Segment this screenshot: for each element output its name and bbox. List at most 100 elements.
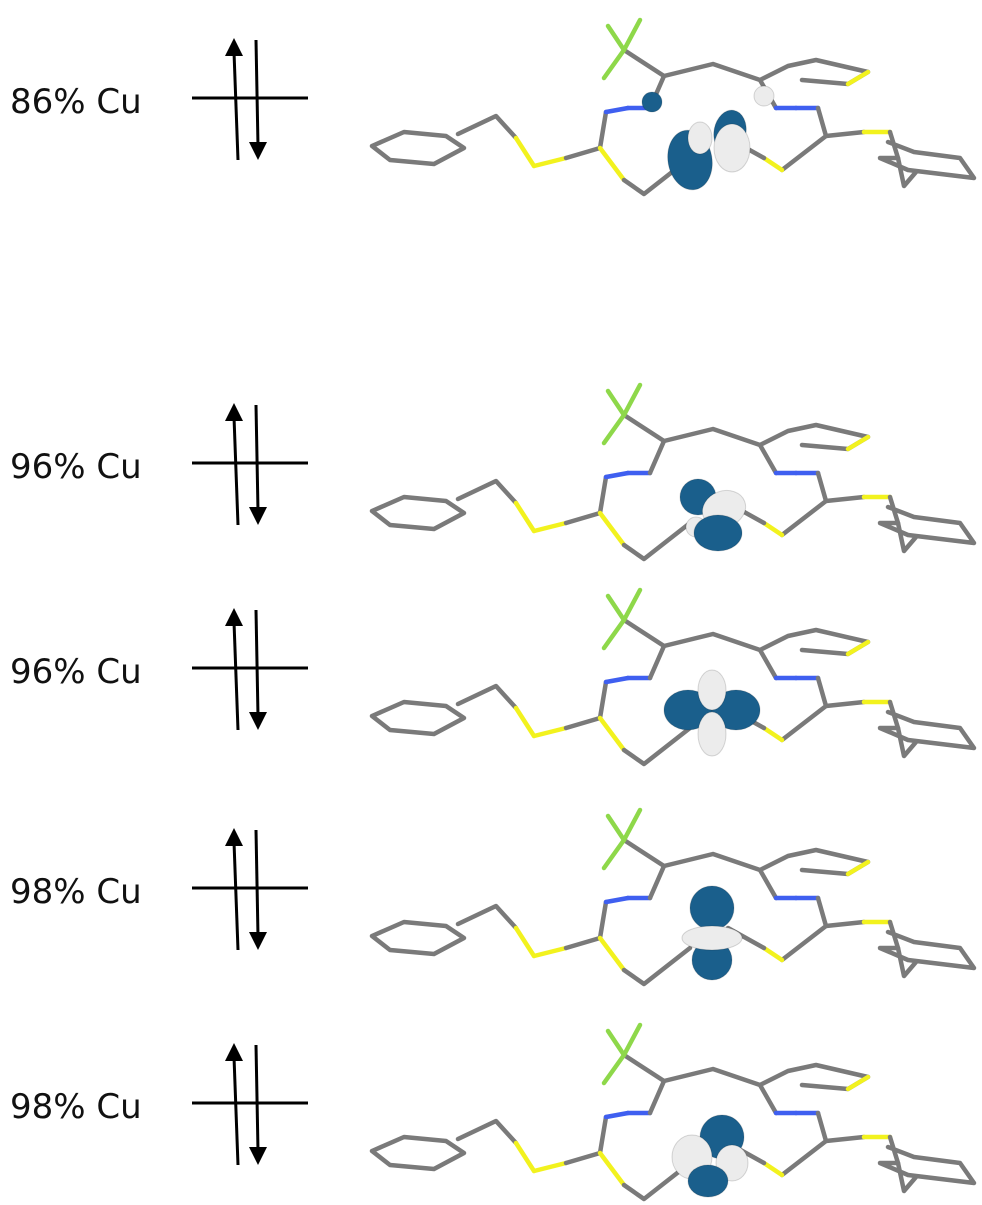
d-orbital-isosurface xyxy=(679,478,747,552)
f-bond-2 xyxy=(621,1022,643,1058)
spin-up-arrow xyxy=(232,51,240,161)
left-c-bond xyxy=(563,1150,603,1166)
left-s-bond-a xyxy=(513,135,537,169)
cu-character-label: 86% Cu xyxy=(10,82,142,122)
spin-up-arrowhead xyxy=(225,828,243,846)
cu-character-label: 96% Cu xyxy=(10,652,142,692)
d-orbital-isosurface xyxy=(641,85,775,191)
f-bond-3 xyxy=(601,412,627,446)
backbone xyxy=(647,1066,779,1116)
d-orbital-isosurface xyxy=(671,1114,749,1198)
left-s-bond-a xyxy=(513,925,537,959)
left-c-bond xyxy=(563,935,603,951)
left-phenyl-ring xyxy=(369,919,467,957)
right-ring-s2 xyxy=(761,520,785,538)
spin-up-arrowhead xyxy=(225,1043,243,1061)
spin-down-arrowhead xyxy=(249,712,267,730)
left-ring-s xyxy=(597,510,627,548)
d-orbital-isosurface xyxy=(663,669,761,757)
cu-character-label: 98% Cu xyxy=(10,872,142,912)
right-phenyl-tail xyxy=(895,155,919,189)
right-ring-upper xyxy=(757,57,871,87)
right-ring-s xyxy=(845,639,871,657)
left-ring-s xyxy=(597,935,627,973)
right-ring-upper xyxy=(757,627,871,657)
spin-up-arrow xyxy=(232,841,240,951)
molecule-skeleton xyxy=(369,382,977,562)
backbone xyxy=(647,426,779,476)
right-phenyl-tail xyxy=(895,725,919,759)
right-phenyl-tail xyxy=(895,520,919,554)
orbital-row: 96% Cu xyxy=(0,570,982,770)
left-c-bond xyxy=(563,715,603,731)
left-s-bond-b xyxy=(531,155,569,169)
molecule-skeleton xyxy=(369,587,977,767)
cf3-c-bond xyxy=(621,412,667,444)
left-ring-n1 xyxy=(603,675,631,685)
left-ring-c xyxy=(597,899,609,941)
orbital-lobe-torus xyxy=(681,925,743,951)
orbital-row: 96% Cu xyxy=(0,365,982,565)
left-ring-n1 xyxy=(603,470,631,480)
orbital-lobe-small xyxy=(753,85,775,107)
f-bond-3 xyxy=(601,837,627,871)
f-bond-3 xyxy=(601,47,627,81)
spin-up-arrowhead xyxy=(225,38,243,56)
spin-down-arrow xyxy=(254,609,260,717)
electron-pair-diagram xyxy=(192,1043,308,1173)
f-bond-3 xyxy=(601,617,627,651)
left-phenyl-ring xyxy=(369,129,467,167)
left-ch2-bond xyxy=(455,903,519,931)
right-phenyl-ring xyxy=(877,1134,977,1186)
left-ring-s xyxy=(597,715,627,753)
right-ring-c xyxy=(779,675,829,743)
right-ring-s2 xyxy=(761,945,785,963)
molecule-orbital-render xyxy=(368,8,982,198)
cu-character-label: 98% Cu xyxy=(10,1087,142,1127)
orbital-lobe xyxy=(713,123,751,173)
orbital-lobe-small xyxy=(641,91,663,113)
f-bond-2 xyxy=(621,587,643,623)
spin-up-arrowhead xyxy=(225,608,243,626)
left-ring-n1 xyxy=(603,1110,631,1120)
left-ring-c xyxy=(597,1114,609,1156)
right-ring-s xyxy=(845,69,871,87)
spin-down-arrowhead xyxy=(249,932,267,950)
orbital-lobe xyxy=(697,711,727,757)
spin-down-arrow xyxy=(254,1044,260,1152)
spin-down-arrow xyxy=(254,404,260,512)
molecule-skeleton xyxy=(369,17,977,197)
left-s-bond-b xyxy=(531,725,569,739)
orbital-row: 98% Cu xyxy=(0,1005,982,1205)
cu-character-label: 96% Cu xyxy=(10,447,142,487)
right-ring-s xyxy=(845,434,871,452)
right-phenyl-tail xyxy=(895,945,919,979)
f-bond-1 xyxy=(605,1028,627,1058)
left-s-bond-a xyxy=(513,705,537,739)
spin-down-arrowhead xyxy=(249,142,267,160)
right-c-bond xyxy=(823,919,867,929)
left-s-bond-a xyxy=(513,500,537,534)
electron-pair-diagram xyxy=(192,828,308,958)
electron-pair-diagram xyxy=(192,403,308,533)
left-ring-n1 xyxy=(603,105,631,115)
f-bond-1 xyxy=(605,593,627,623)
left-s-bond-b xyxy=(531,520,569,534)
molecule-orbital-render xyxy=(368,1013,982,1203)
right-phenyl-ring xyxy=(877,699,977,751)
f-bond-2 xyxy=(621,382,643,418)
backbone xyxy=(647,851,779,901)
molecule-skeleton xyxy=(369,1022,977,1202)
right-ring-s2 xyxy=(761,155,785,173)
right-phenyl-ring xyxy=(877,919,977,971)
spin-up-arrowhead xyxy=(225,403,243,421)
left-ring-link xyxy=(621,520,693,562)
left-c-bond xyxy=(563,145,603,161)
spin-down-arrowhead xyxy=(249,507,267,525)
spin-up-arrow xyxy=(232,621,240,731)
right-ring-c xyxy=(779,895,829,963)
orbital-row: 86% Cu xyxy=(0,0,982,200)
molecule-skeleton xyxy=(369,807,977,987)
f-bond-1 xyxy=(605,23,627,53)
right-c-bond xyxy=(823,494,867,504)
